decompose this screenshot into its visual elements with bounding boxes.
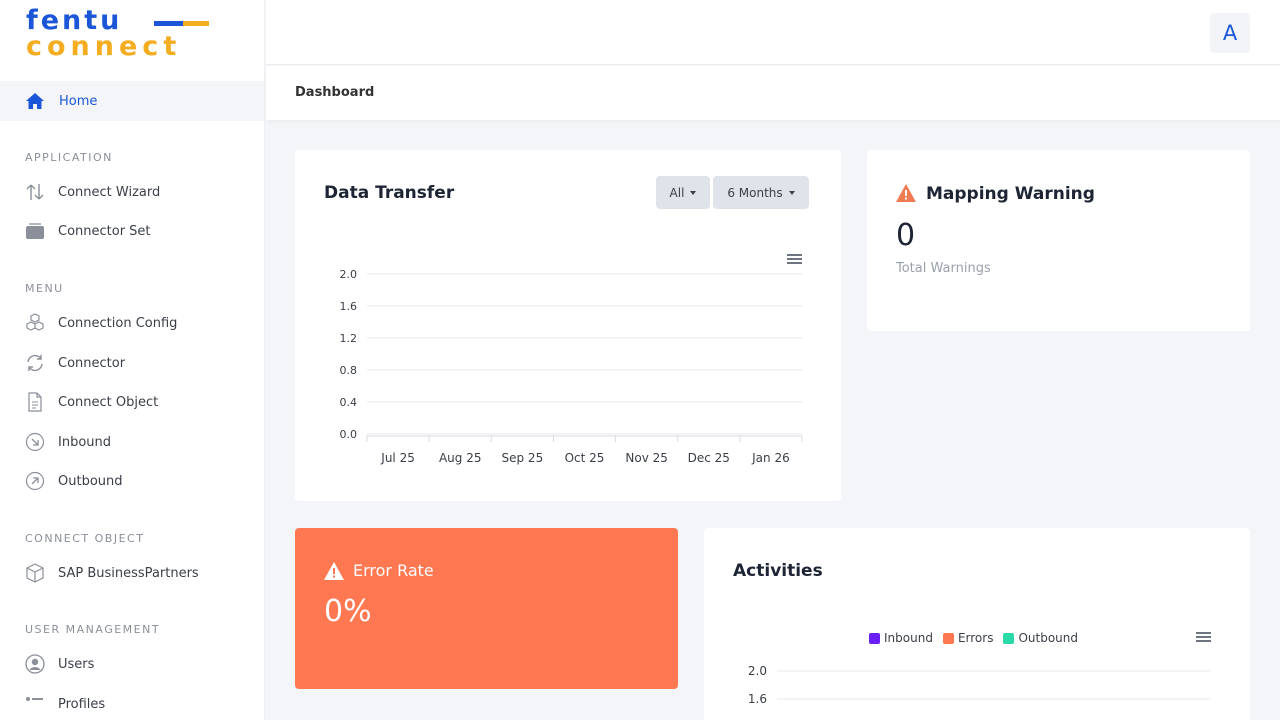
sidebar-item-label: Inbound [58,434,112,450]
box-icon [26,563,44,583]
legend-item-outbound[interactable]: Outbound [1003,631,1078,645]
transfer-arrows-icon [26,184,44,200]
sidebar-item-connector[interactable]: Connector [25,351,125,375]
breadcrumb: Dashboard [295,85,375,100]
sidebar-item-profiles[interactable]: Profiles [25,692,105,716]
sidebar-item-label: Connect Object [58,394,159,410]
logo-dash-blue [154,21,184,26]
activities-legend: Inbound Errors Outbound [869,631,1088,645]
filter-all-label: All [669,185,685,200]
x-tick-label: Aug 25 [439,451,482,465]
mapping-warning-subtitle: Total Warnings [896,261,991,276]
sidebar-item-label: Profiles [58,696,106,712]
data-transfer-card: Data Transfer All 6 Months 0.0 0.4 0.8 1.2 1… [295,150,841,501]
sidebar-item-sap-businesspartners[interactable]: SAP BusinessPartners [25,561,199,585]
breadcrumb-bar: Dashboard [266,66,1280,120]
error-rate-title: Error Rate [353,561,434,580]
sidebar-item-label: SAP BusinessPartners [58,565,199,581]
y-tick-label: 1.6 [748,692,767,706]
sidebar-item-label: Home [59,93,98,109]
x-tick-label: Sep 25 [502,451,544,465]
mapping-warning-card: Mapping Warning 0 Total Warnings [867,150,1250,331]
section-title-user-management: USER MANAGEMENT [25,623,161,636]
error-rate-value: 0% [324,594,372,629]
x-tick-label: Jan 26 [751,451,790,465]
y-tick-label: 0.8 [340,364,358,377]
legend-swatch-inbound [869,632,880,644]
warning-triangle-icon [896,184,916,202]
legend-swatch-outbound [1003,632,1015,644]
sidebar-item-connect-wizard[interactable]: Connect Wizard [25,180,160,204]
filter-all-dropdown[interactable]: All [656,176,710,209]
caret-down-icon [690,190,697,195]
folder-icon [26,223,44,239]
sidebar-item-outbound[interactable]: Outbound [25,469,123,493]
y-tick-label: 0.4 [340,396,358,409]
sidebar-item-connector-set[interactable]: Connector Set [25,219,151,243]
mapping-warning-title: Mapping Warning [926,184,1095,204]
arrow-down-right-circle-icon [25,432,45,452]
y-tick-label: 2.0 [748,664,767,678]
filter-period-label: 6 Months [727,185,783,200]
warning-triangle-icon [324,562,344,580]
filter-period-dropdown[interactable]: 6 Months [713,176,809,209]
y-tick-label: 0.0 [340,428,358,441]
user-avatar[interactable]: A [1210,13,1250,53]
y-tick-label: 2.0 [340,268,358,281]
arrow-up-right-circle-icon [25,471,45,491]
sidebar: fentu connect Home APPLICATION Connect W… [0,0,265,720]
activities-title: Activities [733,561,823,581]
sidebar-item-connection-config[interactable]: Connection Config [25,311,177,335]
logo-dash-yellow [183,21,209,26]
legend-item-errors[interactable]: Errors [942,631,994,645]
home-icon [26,93,44,109]
logo-line-2: connect [26,31,182,62]
sidebar-item-inbound[interactable]: Inbound [25,430,111,454]
sidebar-item-label: Connector [58,355,126,371]
top-bar: A [266,0,1280,65]
activities-card: Activities Inbound Errors Outbound 2.0 1.… [704,528,1250,720]
legend-label-outbound: Outbound [1018,631,1078,645]
sync-icon [27,354,43,372]
x-tick-label: Nov 25 [625,451,668,465]
y-tick-label: 1.2 [340,332,358,345]
sidebar-item-label: Users [58,656,95,672]
legend-label-inbound: Inbound [884,631,933,645]
cubes-icon [26,313,44,331]
logo-line-1: fentu [26,5,123,36]
document-icon [28,392,42,412]
x-tick-label: Oct 25 [565,451,605,465]
y-tick-label: 1.6 [340,300,358,313]
caret-down-icon [788,190,795,195]
legend-label-errors: Errors [957,631,994,645]
chart-menu-icon[interactable] [787,254,802,265]
x-tick-label: Jul 25 [380,451,415,465]
sidebar-item-home[interactable]: Home [0,81,264,121]
sidebar-item-label: Connector Set [58,223,151,239]
section-title-connect-object: CONNECT OBJECT [25,532,145,545]
section-title-application: APPLICATION [25,151,113,164]
sidebar-item-label: Outbound [58,473,123,489]
data-transfer-title: Data Transfer [324,183,455,203]
sidebar-item-label: Connection Config [58,315,178,331]
mapping-warning-value: 0 [896,218,916,253]
app-logo[interactable]: fentu connect [26,6,226,62]
legend-item-inbound[interactable]: Inbound [869,631,933,645]
sidebar-item-connect-object[interactable]: Connect Object [25,390,158,414]
error-rate-card: Error Rate 0% [295,528,678,689]
sidebar-item-users[interactable]: Users [25,652,94,676]
sidebar-item-label: Connect Wizard [58,184,161,200]
user-circle-icon [25,654,45,674]
section-title-menu: MENU [25,282,64,295]
x-tick-label: Dec 25 [688,451,730,465]
chart-menu-icon[interactable] [1196,632,1211,643]
legend-swatch-errors [942,632,954,644]
activities-chart: 2.0 1.6 [748,664,1211,706]
list-icon [26,697,43,701]
